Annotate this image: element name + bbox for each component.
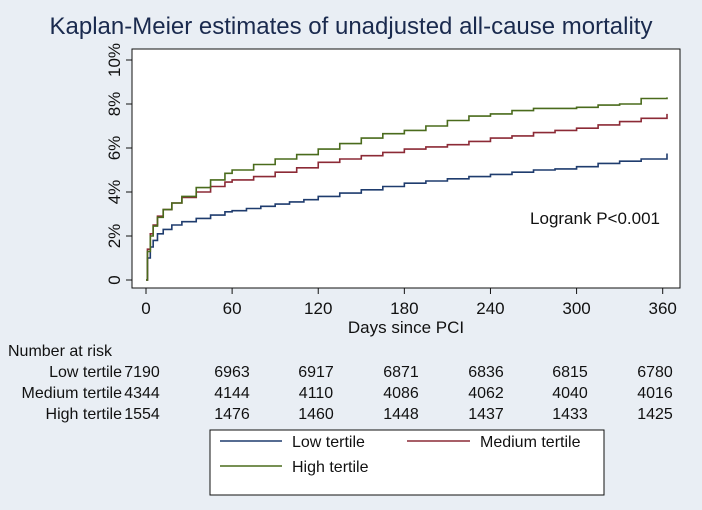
series-lines bbox=[146, 97, 668, 281]
risk-count: 6917 bbox=[298, 364, 334, 381]
legend-label: Low tertile bbox=[292, 434, 365, 451]
risk-count: 4062 bbox=[468, 385, 504, 402]
x-tick-label: 300 bbox=[562, 299, 590, 318]
legend-label: High tertile bbox=[292, 459, 369, 476]
x-tick-label: 360 bbox=[649, 299, 677, 318]
x-tick-label: 240 bbox=[476, 299, 504, 318]
logrank-annotation: Logrank P<0.001 bbox=[530, 209, 660, 228]
risk-count: 6871 bbox=[383, 364, 419, 381]
risk-count: 4144 bbox=[214, 385, 250, 402]
legend-label: Medium tertile bbox=[480, 434, 581, 451]
risk-count: 1554 bbox=[124, 406, 160, 423]
axes: 0 2% 4% 6% 8% 10% 0 60 120 180 240 300 360 bbox=[105, 43, 677, 318]
x-tick-label: 0 bbox=[141, 299, 150, 318]
risk-count: 4040 bbox=[552, 385, 588, 402]
risk-table: Number at risk Low tertile 7190 6963 6917 68… bbox=[8, 343, 673, 423]
x-tick-label: 180 bbox=[390, 299, 418, 318]
risk-count: 1433 bbox=[552, 406, 588, 423]
risk-count: 4344 bbox=[124, 385, 160, 402]
risk-count: 1476 bbox=[214, 406, 250, 423]
risk-count: 1460 bbox=[298, 406, 334, 423]
y-tick-label: 4% bbox=[105, 180, 124, 205]
x-tick-label: 60 bbox=[223, 299, 242, 318]
plot-area bbox=[131, 48, 681, 289]
risk-count: 6963 bbox=[214, 364, 250, 381]
legend: Low tertile Medium tertile High tertile bbox=[209, 429, 605, 496]
y-tick-label: 2% bbox=[105, 224, 124, 249]
risk-count: 6815 bbox=[552, 364, 588, 381]
risk-table-header: Number at risk bbox=[8, 343, 113, 360]
risk-row-label: High tertile bbox=[46, 406, 123, 423]
y-tick-label: 0 bbox=[105, 275, 124, 284]
risk-count: 6780 bbox=[637, 364, 673, 381]
risk-count: 1448 bbox=[383, 406, 419, 423]
y-tick-label: 6% bbox=[105, 136, 124, 161]
y-tick-label: 8% bbox=[105, 92, 124, 117]
risk-count: 6836 bbox=[468, 364, 504, 381]
risk-count: 7190 bbox=[124, 364, 160, 381]
chart-title: Kaplan-Meier estimates of unadjusted all… bbox=[50, 13, 653, 40]
series-line-low-tertile bbox=[146, 153, 668, 281]
x-tick-label: 120 bbox=[304, 299, 332, 318]
risk-row-label: Low tertile bbox=[49, 364, 122, 381]
series-line-high-tertile bbox=[146, 97, 668, 281]
risk-count: 1425 bbox=[637, 406, 673, 423]
risk-count: 4110 bbox=[299, 385, 334, 402]
y-tick-label: 10% bbox=[105, 43, 124, 77]
risk-row-label: Medium tertile bbox=[22, 385, 123, 402]
risk-count: 4016 bbox=[637, 385, 673, 402]
risk-count: 4086 bbox=[383, 385, 419, 402]
risk-count: 1437 bbox=[468, 406, 504, 423]
x-axis-title: Days since PCI bbox=[348, 318, 464, 337]
